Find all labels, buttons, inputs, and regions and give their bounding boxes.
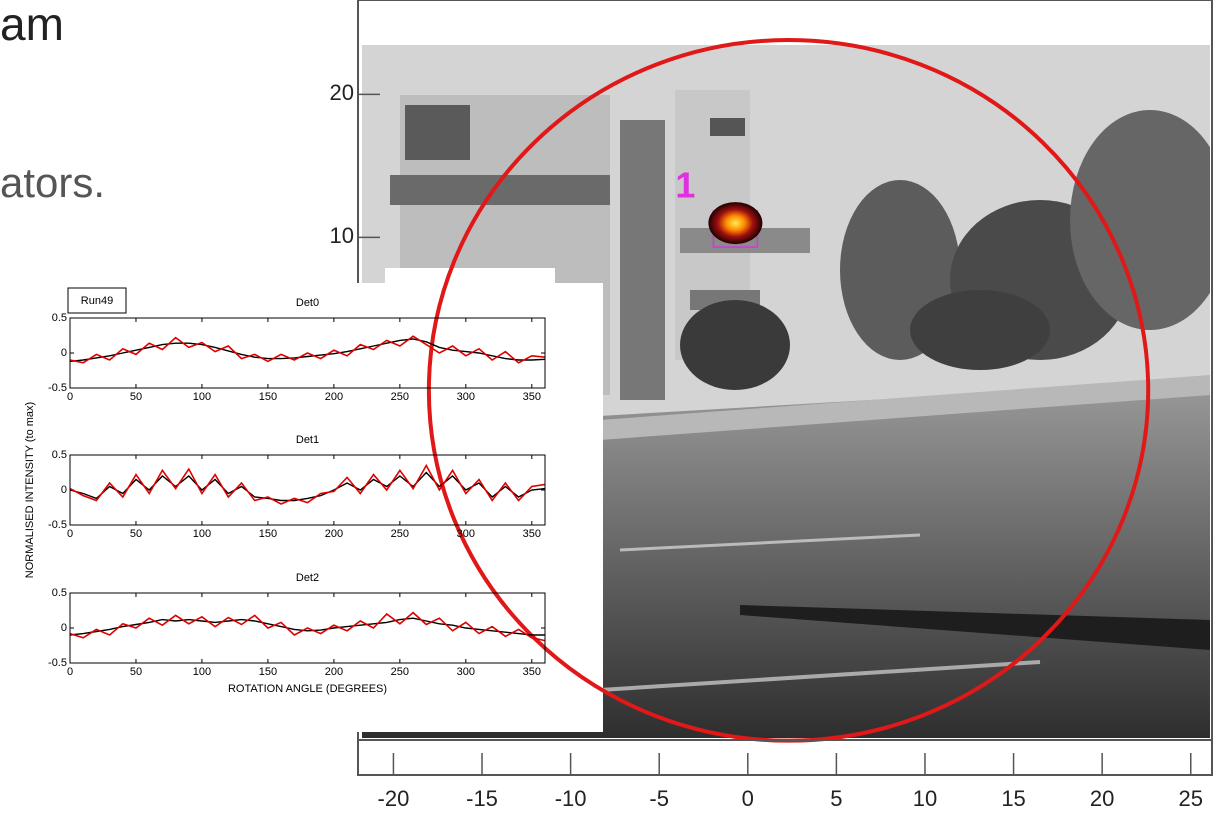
- y-tick-label: -0.5: [48, 382, 67, 394]
- y-tick-label: 10: [330, 223, 354, 248]
- x-tick-label: 350: [523, 528, 541, 540]
- y-tick-label: 0.5: [52, 449, 67, 461]
- x-tick-label: 25: [1178, 786, 1202, 811]
- x-tick-label: 300: [457, 528, 475, 540]
- y-tick-label: 0.5: [52, 312, 67, 324]
- x-tick-label: 50: [130, 391, 142, 403]
- y-tick-label: -0.5: [48, 519, 67, 531]
- x-tick-label: 100: [193, 528, 211, 540]
- x-tick-label: 50: [130, 528, 142, 540]
- y-tick-label: 0: [61, 622, 67, 634]
- x-tick-label: 250: [391, 528, 409, 540]
- source-hotspot: [708, 202, 762, 244]
- x-tick-label: 200: [325, 391, 343, 403]
- x-tick-label: 150: [259, 666, 277, 678]
- x-tick-label: 200: [325, 528, 343, 540]
- y-tick-label: 0: [61, 347, 67, 359]
- x-tick-label: -15: [466, 786, 498, 811]
- x-axis-label: ROTATION ANGLE (DEGREES): [228, 683, 387, 695]
- x-tick-label: 250: [391, 391, 409, 403]
- page: {"slide":{"fragments":["am","ators."]}, …: [0, 0, 1220, 813]
- x-tick-label: 300: [457, 391, 475, 403]
- x-tick-label: 20: [1090, 786, 1114, 811]
- x-tick-label: 350: [523, 391, 541, 403]
- x-tick-label: 50: [130, 666, 142, 678]
- y-axis-label: NORMALISED INTENSITY (to max): [24, 402, 36, 578]
- x-tick-label: 100: [193, 391, 211, 403]
- x-tick-label: 350: [523, 666, 541, 678]
- slide: am ators. 1 -20 -15 -10 -5 0 5 10 15 20 25 10 20 Det0…: [0, 0, 1220, 813]
- slide-text: ators.: [0, 159, 105, 206]
- x-tick-label: 200: [325, 666, 343, 678]
- x-tick-label: 15: [1001, 786, 1025, 811]
- subplot-title: Det0: [296, 297, 319, 309]
- subplot-title: Det2: [296, 572, 319, 584]
- x-tick-label: 100: [193, 666, 211, 678]
- y-tick-label: -0.5: [48, 657, 67, 669]
- x-tick-label: 300: [457, 666, 475, 678]
- y-tick-label: 20: [330, 80, 354, 105]
- x-tick-label: 0: [742, 786, 754, 811]
- x-tick-label: -10: [555, 786, 587, 811]
- slide-text: am: [0, 0, 64, 50]
- subplot-title: Det1: [296, 434, 319, 446]
- x-tick-label: -20: [378, 786, 410, 811]
- inset-background: [10, 283, 603, 732]
- y-tick-label: 0.5: [52, 587, 67, 599]
- x-tick-label: 10: [913, 786, 937, 811]
- x-tick-label: 0: [67, 666, 73, 678]
- x-tick-label: 5: [830, 786, 842, 811]
- x-tick-label: 250: [391, 666, 409, 678]
- source-label: 1: [675, 165, 695, 206]
- x-tick-label: 150: [259, 391, 277, 403]
- y-tick-label: 0: [61, 484, 67, 496]
- x-tick-label: 0: [67, 391, 73, 403]
- x-tick-label: 0: [67, 528, 73, 540]
- x-tick-label: 150: [259, 528, 277, 540]
- annotation: Run49: [81, 295, 113, 307]
- x-tick-label: -5: [649, 786, 669, 811]
